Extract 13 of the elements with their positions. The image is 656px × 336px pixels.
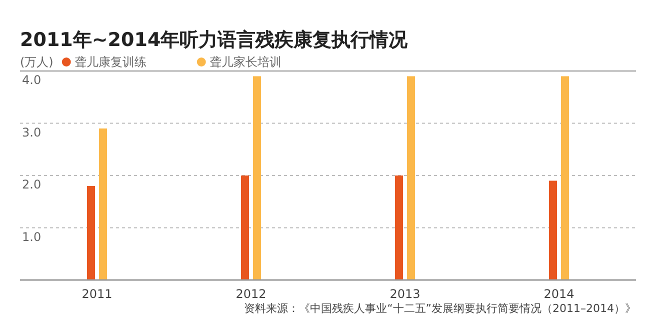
y-axis-title: (万人) (20, 55, 54, 69)
chart-title: 2011年~2014年听力语言残疾康复执行情况 (20, 29, 409, 51)
text: 资料来源：《中国残疾人事业“十二五”发展纲要执行简要情况（2011–2014）》 (244, 302, 636, 315)
legend-label: 聋儿康复训练 (74, 55, 146, 69)
x-tick-label: 2011 (82, 287, 112, 301)
x-tick-label: 2014 (544, 287, 574, 301)
y-tick-label: 2.0 (22, 178, 42, 192)
y-tick-label: 3.0 (22, 125, 42, 140)
x-tick-label: 2012 (236, 287, 266, 301)
y-tick-label: 1.0 (22, 230, 42, 244)
legend-label: 聋儿家长培训 (209, 55, 282, 69)
y-tick-label: 4.0 (22, 73, 42, 87)
x-tick-label: 2013 (390, 287, 420, 301)
